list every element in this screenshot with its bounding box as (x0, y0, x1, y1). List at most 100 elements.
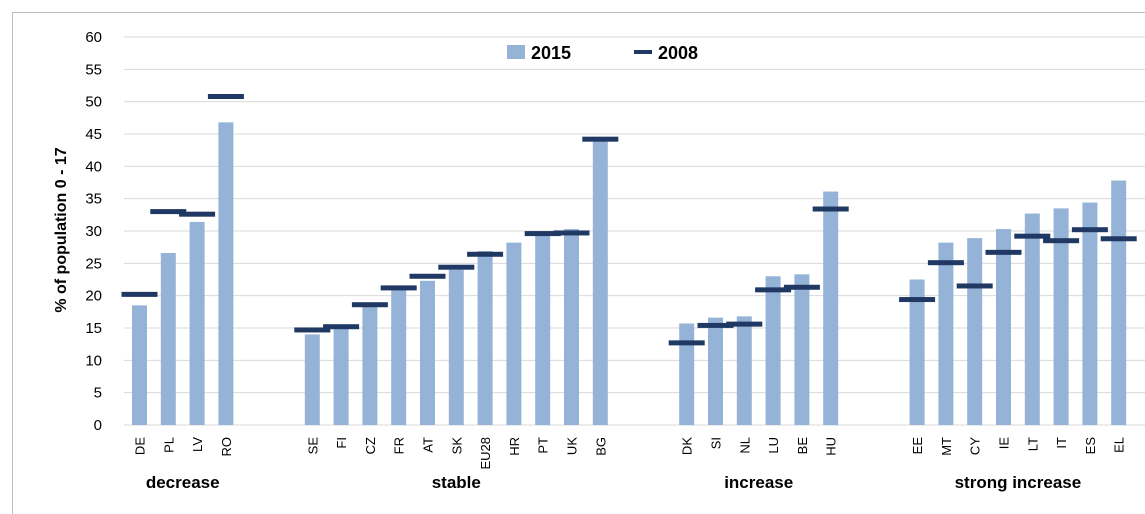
bar-2015-lt (1024, 213, 1040, 425)
x-tick-label-be: BE (795, 437, 810, 455)
y-axis-ticks: 0 5 10 15 20 25 30 35 40 45 50 55 60 (85, 29, 102, 434)
x-tick-label-it: IT (1054, 437, 1069, 449)
x-tick-label-lu: LU (766, 437, 781, 454)
group-labels: decrease stable increase strong increase (146, 473, 1081, 492)
marker-2008-de (121, 291, 158, 297)
bar-2015-de (132, 305, 147, 425)
legend-swatch-2008 (634, 50, 652, 54)
bar-2015-el (1111, 180, 1127, 425)
bar-2015-eu28 (477, 251, 493, 425)
marker-2008-lt (1014, 233, 1051, 239)
x-tick-label-uk: UK (565, 437, 580, 455)
marker-2008-cy (956, 283, 993, 289)
y-axis-title: % of population 0 - 17 (53, 147, 70, 312)
marker-2008-be (783, 284, 820, 290)
x-tick-label-cz: CZ (363, 437, 378, 454)
bar-2015-be (794, 274, 810, 425)
group-label-stable: stable (432, 473, 481, 492)
x-tick-label-eu28: EU28 (478, 437, 493, 470)
x-axis-labels: DE PL LV RO SE FI CZ FR AT SK EU28 HR PT UK BG DK SI NL LU… (133, 437, 1127, 470)
y-tick-label: 0 (94, 417, 102, 434)
marker-2008-nl (726, 321, 763, 327)
y-tick-label: 25 (85, 255, 102, 272)
x-tick-label-nl: NL (737, 437, 752, 454)
bar-2015-pl (160, 252, 176, 425)
x-tick-label-fi: FI (334, 437, 349, 449)
x-tick-label-fr: FR (392, 437, 407, 454)
x-tick-label-sk: SK (449, 437, 464, 455)
marker-2008-hu (812, 206, 849, 212)
x-tick-label-ro: RO (219, 437, 234, 457)
marker-2008-mt (927, 260, 964, 266)
legend-label-2008: 2008 (658, 43, 698, 63)
grid-lines (124, 36, 1145, 426)
x-tick-label-hu: HU (824, 437, 839, 456)
group-label-increase: increase (724, 473, 793, 492)
x-tick-label-el: EL (1112, 437, 1127, 453)
marker-2008-dk (668, 340, 705, 346)
marker-2008-fr (380, 285, 417, 291)
marker-2008-lu (755, 287, 792, 293)
marker-2008-pt (524, 231, 561, 237)
bar-2015-mt (938, 242, 954, 425)
marker-2008-ro (207, 93, 244, 99)
chart-frame (12, 12, 1145, 514)
bar-2015-cz (362, 305, 378, 425)
x-tick-label-es: ES (1083, 437, 1098, 455)
marker-2008-bg (582, 136, 619, 142)
x-tick-label-de: DE (133, 437, 148, 455)
x-tick-label-se: SE (305, 437, 320, 455)
marker-2008-ee (899, 297, 936, 303)
x-tick-label-bg: BG (593, 437, 608, 456)
bar-2015-dk (679, 323, 695, 425)
y-tick-label: 55 (85, 61, 102, 78)
y-tick-label: 35 (85, 191, 102, 208)
bar-2015-lv (189, 221, 205, 425)
bar-2015-uk (564, 229, 579, 425)
y-tick-label: 60 (85, 29, 102, 46)
marker-2008-sk (438, 264, 475, 270)
x-tick-label-mt: MT (939, 437, 954, 456)
x-tick-label-hr: HR (507, 437, 522, 456)
x-tick-label-ie: IE (997, 437, 1012, 450)
y-tick-label: 30 (85, 223, 102, 240)
bar-2015-hr (506, 242, 522, 425)
marker-2008-lv (179, 211, 216, 217)
bar-2015-nl (736, 316, 752, 425)
y-tick-label: 45 (85, 126, 102, 143)
bar-2015-lu (765, 276, 781, 425)
legend-swatch-2015 (507, 45, 525, 59)
y-tick-label: 50 (85, 94, 102, 111)
x-tick-label-ee: EE (910, 437, 925, 455)
marker-2008-fi (323, 324, 360, 330)
bar-2015-hu (823, 191, 839, 425)
y-tick-label: 20 (85, 288, 102, 305)
marker-2008-se (294, 327, 331, 333)
bar-2015-se (304, 334, 320, 425)
marker-2008-pl (150, 209, 187, 215)
x-tick-label-lv: LV (190, 437, 205, 452)
bar-2015-cy (967, 238, 983, 425)
group-label-decrease: decrease (146, 473, 220, 492)
x-tick-label-dk: DK (680, 437, 695, 455)
marker-2008-si (697, 322, 734, 328)
legend: 2015 2008 (507, 43, 698, 63)
marker-2008-eu28 (467, 251, 504, 257)
y-tick-label: 5 (94, 385, 102, 402)
x-tick-label-lt: LT (1025, 437, 1040, 451)
x-tick-label-si: SI (709, 437, 724, 449)
group-label-strong-increase: strong increase (955, 473, 1082, 492)
bar-2015-fr (391, 289, 407, 425)
bar-2015-fi (333, 328, 349, 425)
marker-2008-es (1071, 227, 1108, 233)
bar-2015-ee (909, 279, 925, 425)
bars-2015 (132, 122, 1127, 426)
x-tick-label-at: AT (421, 437, 436, 453)
bar-2015-ie (996, 229, 1011, 425)
bar-2015-bg (592, 140, 608, 425)
marker-2008-uk (553, 230, 590, 236)
markers-2008 (121, 93, 1137, 346)
marker-2008-el (1100, 236, 1137, 242)
y-tick-label: 40 (85, 158, 102, 175)
